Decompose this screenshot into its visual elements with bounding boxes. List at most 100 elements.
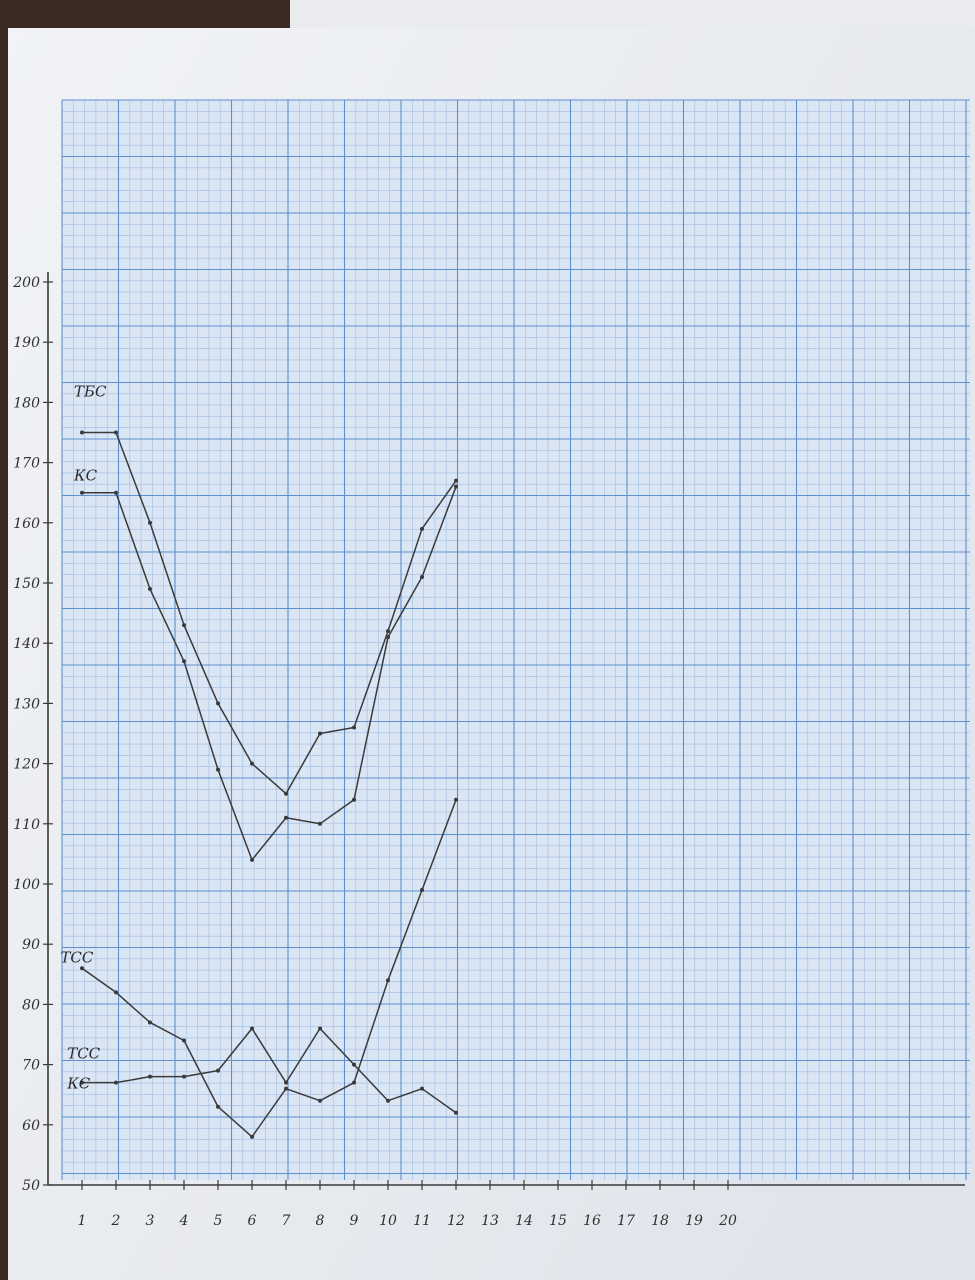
x-tick-label: 8 bbox=[316, 1213, 325, 1229]
series-2 bbox=[80, 484, 458, 862]
data-point bbox=[318, 821, 322, 826]
series-4 bbox=[80, 1026, 458, 1115]
x-tick-label: 5 bbox=[214, 1213, 223, 1229]
data-point bbox=[454, 478, 458, 483]
data-point bbox=[182, 1074, 186, 1079]
series-1 bbox=[80, 430, 458, 796]
data-point bbox=[284, 1080, 288, 1085]
y-tick-label: 90 bbox=[22, 937, 40, 953]
x-tick-label: 19 bbox=[685, 1213, 703, 1229]
data-point bbox=[454, 797, 458, 802]
data-point bbox=[80, 966, 84, 971]
annotation-label: ТСС bbox=[60, 948, 93, 966]
data-point bbox=[352, 1062, 356, 1067]
annotation-label: ТБС bbox=[74, 382, 107, 400]
x-tick-label: 18 bbox=[651, 1213, 669, 1229]
data-point bbox=[352, 725, 356, 730]
x-tick-label: 16 bbox=[583, 1213, 601, 1229]
data-point bbox=[386, 978, 390, 983]
annotation-label: КС bbox=[73, 467, 98, 485]
x-tick-label: 13 bbox=[481, 1213, 499, 1229]
y-tick-labels: 50 60 70 80 90 100 110 120 130 140 150 160 170 180 190… bbox=[12, 275, 53, 1194]
data-point bbox=[284, 815, 288, 820]
data-point bbox=[454, 484, 458, 489]
x-tick-label: 6 bbox=[248, 1213, 257, 1229]
data-point bbox=[250, 1134, 254, 1139]
data-point bbox=[420, 526, 424, 531]
x-tick-label: 11 bbox=[413, 1213, 431, 1229]
data-point bbox=[114, 1080, 118, 1085]
x-tick-label: 4 bbox=[179, 1213, 189, 1229]
y-tick-label: 150 bbox=[13, 576, 40, 592]
data-point bbox=[148, 1074, 152, 1079]
data-point bbox=[148, 520, 152, 525]
y-tick-label: 180 bbox=[13, 395, 40, 411]
y-tick-label: 100 bbox=[13, 877, 40, 893]
data-point bbox=[318, 1098, 322, 1103]
annotation-label: КС bbox=[66, 1075, 91, 1093]
data-point bbox=[352, 1080, 356, 1085]
series-line bbox=[82, 1027, 457, 1114]
x-tick-label: 2 bbox=[111, 1213, 121, 1229]
series-line bbox=[82, 431, 457, 795]
data-point bbox=[454, 1110, 458, 1115]
data-point bbox=[250, 857, 254, 862]
annotations: ТБС КС ТСС ТСС КС bbox=[60, 382, 107, 1092]
annotation-label: ТСС bbox=[67, 1045, 100, 1063]
y-tick-label: 120 bbox=[13, 757, 40, 773]
data-point bbox=[216, 1068, 220, 1073]
data-point bbox=[80, 1080, 84, 1085]
x-tick-label: 1 bbox=[78, 1213, 87, 1229]
data-point bbox=[114, 490, 118, 495]
data-point bbox=[250, 761, 254, 766]
series-line bbox=[82, 486, 457, 861]
data-point bbox=[216, 701, 220, 706]
data-point bbox=[284, 1086, 288, 1091]
data-point bbox=[182, 1038, 186, 1043]
x-tick-label: 7 bbox=[282, 1213, 291, 1229]
data-point bbox=[80, 430, 84, 435]
data-point bbox=[216, 1104, 220, 1109]
data-point bbox=[182, 623, 186, 628]
data-point bbox=[420, 574, 424, 579]
grid-major bbox=[61, 99, 970, 1180]
data-point bbox=[216, 767, 220, 772]
x-tick-label: 14 bbox=[515, 1213, 533, 1229]
data-point bbox=[318, 1026, 322, 1031]
x-tick-label: 3 bbox=[146, 1213, 155, 1229]
x-tick-label: 12 bbox=[447, 1213, 465, 1229]
data-point bbox=[182, 659, 186, 664]
y-tick-label: 80 bbox=[22, 997, 40, 1013]
x-tick-label: 20 bbox=[718, 1213, 737, 1229]
data-point bbox=[386, 629, 390, 634]
series-layer bbox=[80, 430, 458, 1139]
grid-minor bbox=[62, 100, 970, 1180]
data-point bbox=[352, 797, 356, 802]
x-tick-label: 15 bbox=[549, 1213, 567, 1229]
y-tick-label: 200 bbox=[12, 275, 40, 291]
x-tick-label: 17 bbox=[617, 1213, 635, 1229]
y-tick-label: 110 bbox=[13, 817, 40, 833]
data-point bbox=[386, 635, 390, 640]
grid-area bbox=[62, 100, 970, 1180]
y-tick-label: 70 bbox=[22, 1058, 40, 1074]
data-point bbox=[386, 1098, 390, 1103]
data-point bbox=[284, 791, 288, 796]
data-point bbox=[420, 1086, 424, 1091]
axes bbox=[47, 272, 965, 1186]
y-tick-label: 140 bbox=[13, 636, 40, 652]
x-tick-label: 10 bbox=[379, 1213, 397, 1229]
x-tick-label: 9 bbox=[350, 1213, 359, 1229]
data-point bbox=[318, 731, 322, 736]
data-point bbox=[148, 587, 152, 592]
data-point bbox=[250, 1026, 254, 1031]
series-line bbox=[81, 799, 457, 1138]
y-tick-label: 130 bbox=[13, 696, 40, 712]
y-tick-label: 170 bbox=[13, 456, 40, 472]
series-3 bbox=[80, 797, 458, 1139]
y-tick-label: 190 bbox=[13, 335, 40, 351]
data-point bbox=[114, 990, 118, 995]
y-tick-label: 160 bbox=[13, 516, 40, 532]
y-tick-label: 60 bbox=[22, 1118, 40, 1134]
